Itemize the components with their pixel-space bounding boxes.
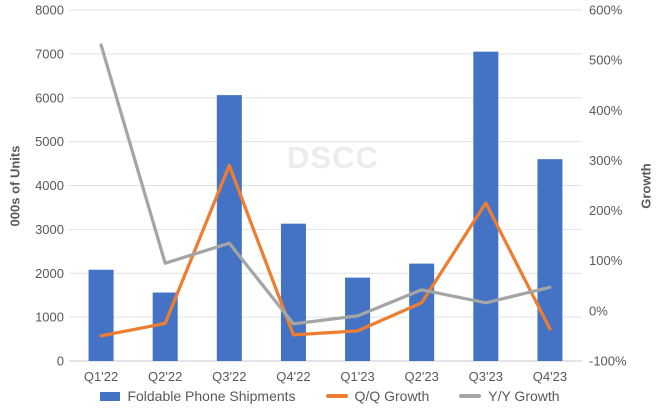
legend-line-swatch-icon xyxy=(459,394,482,398)
legend-label: Q/Q Growth xyxy=(354,388,430,404)
left-axis-tick-label: 5000 xyxy=(35,134,64,149)
right-axis-title: Growth xyxy=(638,163,654,209)
bar-Q2'23 xyxy=(409,263,435,361)
bar-Q1'23 xyxy=(345,277,371,361)
left-axis-tick-label: 2000 xyxy=(35,266,64,281)
left-axis-title: 000s of Units xyxy=(7,145,23,227)
yy-growth-line xyxy=(99,43,552,326)
right-axis-tick-label: 100% xyxy=(589,253,623,268)
qq-growth-line xyxy=(99,163,552,338)
left-axis-tick-label: 4000 xyxy=(35,178,64,193)
left-axis-tick-label: 3000 xyxy=(35,222,64,237)
right-axis-tick-label: 0% xyxy=(589,303,608,318)
legend-label: Foldable Phone Shipments xyxy=(127,388,296,404)
x-axis-tick-label: Q1'22 xyxy=(84,369,118,384)
left-axis-tick-label: 1000 xyxy=(35,310,64,325)
x-axis-tick-label: Q2'22 xyxy=(148,369,182,384)
right-axis-tick-label: 400% xyxy=(589,103,623,118)
right-axis-tick-label: -100% xyxy=(589,354,627,369)
legend: Foldable Phone Shipments Q/Q Growth Y/Y Gr… xyxy=(0,388,660,404)
legend-bar-swatch-icon xyxy=(100,391,121,401)
watermark: DSCC xyxy=(287,140,379,175)
x-axis-tick-label: Q4'23 xyxy=(533,369,567,384)
bar-Q4'23 xyxy=(537,159,563,361)
bar-Q4'22 xyxy=(280,223,306,361)
left-axis-tick-label: 0 xyxy=(57,354,64,369)
legend-item-1: Foldable Phone Shipments xyxy=(100,388,296,404)
x-axis-tick-label: Q4'22 xyxy=(276,369,310,384)
bar-Q3'22 xyxy=(216,95,242,362)
left-axis-tick-label: 7000 xyxy=(35,46,64,61)
left-axis-tick-label: 6000 xyxy=(35,90,64,105)
legend-item-3: Y/Y Growth xyxy=(459,388,560,404)
right-axis-tick-label: 500% xyxy=(589,53,623,68)
right-axis-tick-label: 200% xyxy=(589,203,623,218)
legend-line-swatch-icon xyxy=(325,394,348,398)
x-axis-tick-label: Q2'23 xyxy=(405,369,439,384)
x-axis-tick-label: Q1'23 xyxy=(340,369,374,384)
legend-label: Y/Y Growth xyxy=(488,388,560,404)
legend-item-2: Q/Q Growth xyxy=(325,388,430,404)
x-axis-tick-label: Q3'23 xyxy=(469,369,503,384)
bar-Q1'22 xyxy=(88,269,114,361)
right-axis-tick-label: 300% xyxy=(589,153,623,168)
right-axis-tick-label: 600% xyxy=(589,3,623,18)
left-axis-tick-label: 8000 xyxy=(35,3,64,18)
x-axis-tick-label: Q3'22 xyxy=(212,369,246,384)
